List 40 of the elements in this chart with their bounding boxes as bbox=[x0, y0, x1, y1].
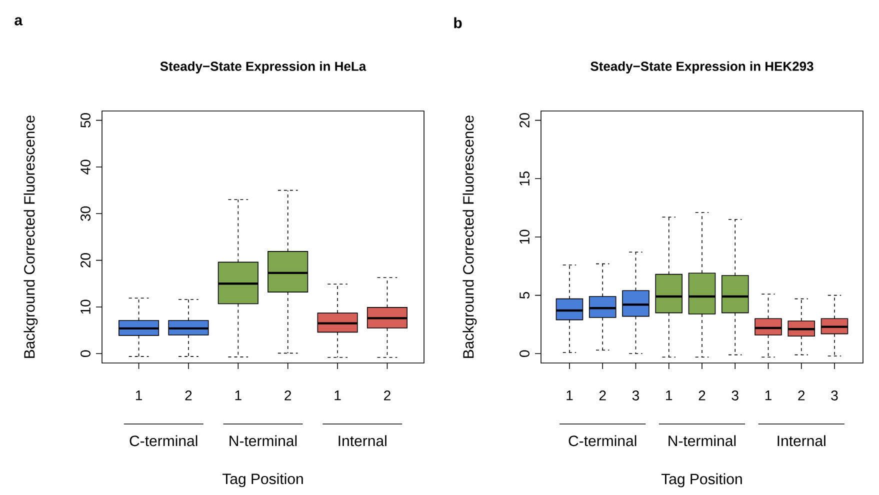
y-tick-label: 10 bbox=[520, 230, 530, 244]
text: N-terminal bbox=[230, 435, 297, 446]
x-tick-label: 2 bbox=[798, 390, 805, 400]
y-tick-label: 0 bbox=[520, 350, 530, 357]
text: b bbox=[454, 17, 462, 28]
y-tick-label: 50 bbox=[80, 113, 90, 128]
x-tick-label: 2 bbox=[384, 390, 390, 400]
y-tick-label: 30 bbox=[80, 206, 90, 221]
text: Internal bbox=[778, 435, 826, 446]
x-tick-label: 1 bbox=[566, 390, 573, 400]
x-tick-label: 1 bbox=[334, 390, 341, 400]
text: N-terminal bbox=[668, 435, 736, 446]
chart-title: Steady−State Expression in HEK293 bbox=[590, 61, 814, 74]
text: C-terminal bbox=[130, 435, 198, 446]
y-tick-label: 5 bbox=[520, 292, 530, 299]
chart-title: Steady−State Expression in HeLa bbox=[160, 61, 366, 74]
y-tick-label: 20 bbox=[520, 113, 530, 128]
y-tick-label: 20 bbox=[80, 253, 90, 268]
x-tick-label: 3 bbox=[732, 390, 738, 400]
x-tick-label: 1 bbox=[136, 390, 142, 400]
y-tick-label: 0 bbox=[80, 350, 90, 357]
x-tick-label: 2 bbox=[284, 390, 292, 400]
y-tick-label: 40 bbox=[80, 160, 90, 174]
x-tick-label: 2 bbox=[185, 390, 192, 400]
x-tick-label: 1 bbox=[666, 390, 672, 400]
x-tick-label: 1 bbox=[235, 390, 242, 400]
x-tick-label: 1 bbox=[765, 390, 772, 400]
y-tick-label: 10 bbox=[80, 300, 90, 314]
y-tick-label: 15 bbox=[520, 171, 530, 186]
x-tick-label: 2 bbox=[599, 390, 606, 400]
x-axis-title: Tag Position bbox=[222, 473, 303, 488]
text: a bbox=[14, 17, 23, 26]
x-tick-label: 2 bbox=[698, 390, 706, 400]
y-axis-title: Background Corrected Fluorescence bbox=[462, 116, 477, 358]
x-tick-label: 3 bbox=[632, 390, 640, 400]
text: C-terminal bbox=[568, 435, 636, 446]
x-axis-title: Tag Position bbox=[661, 473, 742, 488]
x-tick-label: 3 bbox=[831, 390, 838, 400]
y-axis-title: Background Corrected Fluorescence bbox=[24, 116, 38, 358]
text: Internal bbox=[338, 435, 386, 446]
